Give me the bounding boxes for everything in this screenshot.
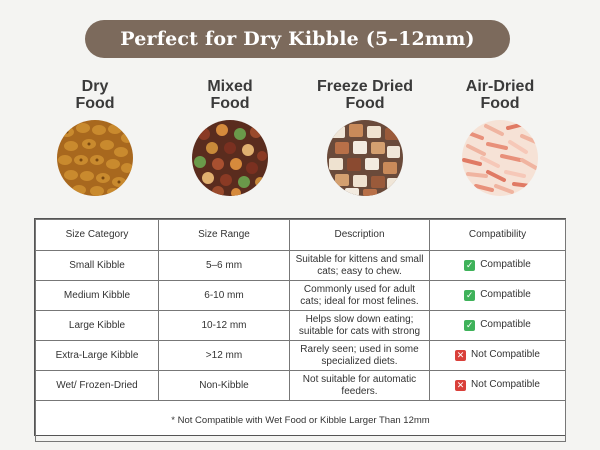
cell-category: Large Kibble bbox=[35, 310, 159, 341]
air-dried-icon bbox=[462, 120, 538, 196]
cell-category: Small Kibble bbox=[35, 250, 159, 281]
food-mixed-label: Mixed Food bbox=[155, 74, 305, 112]
cell-range: >12 mm bbox=[158, 340, 290, 371]
food-dry-label: Dry Food bbox=[20, 74, 170, 112]
compat-label: Not Compatible bbox=[471, 349, 540, 360]
banner-title: Perfect for Dry Kibble (5–12mm) bbox=[120, 28, 475, 50]
check-icon: ✓ bbox=[464, 319, 476, 331]
cell-description: Commonly used for adult cats; ideal for … bbox=[289, 280, 430, 311]
compat-label: Compatible bbox=[480, 289, 531, 300]
food-dry-label-line1: Dry bbox=[81, 78, 109, 95]
table-row: Large Kibble 10-12 mm Helps slow down ea… bbox=[35, 310, 566, 341]
table-row: Extra-Large Kibble >12 mm Rarely seen; u… bbox=[35, 340, 566, 371]
title-banner: Perfect for Dry Kibble (5–12mm) bbox=[85, 20, 510, 58]
header-description: Description bbox=[289, 219, 430, 251]
cell-category: Medium Kibble bbox=[35, 280, 159, 311]
food-air-dried-label-line1: Air-Dried bbox=[465, 78, 535, 95]
table-row: Medium Kibble 6-10 mm Commonly used for … bbox=[35, 280, 566, 311]
header-compatibility: Compatibility bbox=[429, 219, 566, 251]
freeze-dried-icon bbox=[327, 120, 403, 196]
cross-icon: ✕ bbox=[455, 379, 467, 391]
food-air-dried-label-line2: Food bbox=[480, 95, 520, 112]
food-air-dried: Air-Dried Food bbox=[425, 74, 575, 196]
check-icon: ✓ bbox=[464, 259, 476, 271]
food-dry: Dry Food bbox=[20, 74, 170, 196]
food-air-dried-label: Air-Dried Food bbox=[425, 74, 575, 112]
cell-range: 5–6 mm bbox=[158, 250, 290, 281]
food-freeze-dried: Freeze Dried Food bbox=[290, 74, 440, 196]
compatibility-table: Size Category Size Range Description Com… bbox=[34, 218, 566, 442]
cell-compat: ✕ Not Compatible bbox=[429, 340, 566, 371]
table-header-row: Size Category Size Range Description Com… bbox=[35, 219, 566, 251]
food-types: Dry Food Mixed Food bbox=[20, 74, 580, 204]
cell-range: 6-10 mm bbox=[158, 280, 290, 311]
cell-compat: ✓ Compatible bbox=[429, 280, 566, 311]
compat-label: Compatible bbox=[480, 319, 531, 330]
table-note-row: * Not Compatible with Wet Food or Kibble… bbox=[35, 400, 566, 442]
food-dry-label-line2: Food bbox=[75, 95, 115, 112]
header-size-category: Size Category bbox=[35, 219, 159, 251]
check-icon: ✓ bbox=[464, 289, 476, 301]
food-freeze-dried-label-line1: Freeze Dried bbox=[316, 78, 414, 95]
table-note: * Not Compatible with Wet Food or Kibble… bbox=[35, 400, 566, 442]
cell-description: Rarely seen; used in some specialized di… bbox=[289, 340, 430, 371]
food-freeze-dried-label-line2: Food bbox=[345, 95, 385, 112]
table-row: Wet/ Frozen-Dried Non-Kibble Not suitabl… bbox=[35, 370, 566, 401]
food-mixed-label-line1: Mixed bbox=[207, 78, 253, 95]
mixed-kibble-icon bbox=[192, 120, 268, 196]
compat-label: Not Compatible bbox=[471, 379, 540, 390]
food-freeze-dried-label: Freeze Dried Food bbox=[290, 74, 440, 112]
header-size-range: Size Range bbox=[158, 219, 290, 251]
cross-icon: ✕ bbox=[455, 349, 467, 361]
cell-description: Not suitable for automatic feeders. bbox=[289, 370, 430, 401]
cell-compat: ✕ Not Compatible bbox=[429, 370, 566, 401]
dry-kibble-icon bbox=[57, 120, 133, 196]
cell-category: Wet/ Frozen-Dried bbox=[35, 370, 159, 401]
cell-range: 10-12 mm bbox=[158, 310, 290, 341]
cell-description: Helps slow down eating; suitable for cat… bbox=[289, 310, 430, 341]
cell-compat: ✓ Compatible bbox=[429, 250, 566, 281]
cell-description: Suitable for kittens and small cats; eas… bbox=[289, 250, 430, 281]
cell-category: Extra-Large Kibble bbox=[35, 340, 159, 371]
cell-range: Non-Kibble bbox=[158, 370, 290, 401]
cell-compat: ✓ Compatible bbox=[429, 310, 566, 341]
compat-label: Compatible bbox=[480, 259, 531, 270]
table-row: Small Kibble 5–6 mm Suitable for kittens… bbox=[35, 250, 566, 281]
food-mixed-label-line2: Food bbox=[210, 95, 250, 112]
food-mixed: Mixed Food bbox=[155, 74, 305, 196]
